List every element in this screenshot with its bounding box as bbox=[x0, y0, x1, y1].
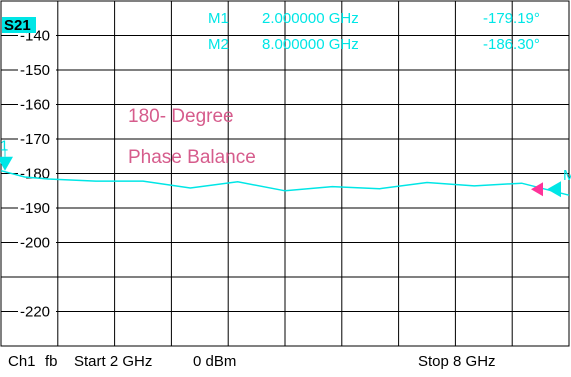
marker-m1-frequency: 2.000000 GHz bbox=[262, 10, 359, 27]
y-tick-label: -160 bbox=[20, 97, 50, 114]
marker-m2-frequency: 8.000000 GHz bbox=[262, 36, 359, 53]
marker-m2-value: -186.30° bbox=[483, 36, 540, 53]
y-tick-label-background bbox=[18, 130, 56, 147]
y-tick-label-background bbox=[18, 61, 56, 78]
marker-symbols: 1 M2 bbox=[0, 138, 571, 198]
y-tick-label-background bbox=[18, 199, 56, 216]
parameter-label: S21 bbox=[4, 17, 31, 34]
source-power: 0 dBm bbox=[193, 353, 237, 370]
y-tick-label-background bbox=[18, 233, 56, 251]
y-tick-label: -180 bbox=[20, 166, 50, 183]
parameter-badge bbox=[2, 17, 36, 33]
s21-phase-trace bbox=[0, 169, 570, 196]
status-bar: Ch1 fb Start 2 GHz 0 dBm Stop 8 GHz bbox=[8, 353, 568, 373]
marker-m1-flag: 1 bbox=[0, 138, 8, 155]
marker-m2-id: M2 bbox=[208, 36, 229, 53]
marker-m1-id: M1 bbox=[208, 10, 229, 27]
marker-m2-flag: M2 bbox=[563, 167, 571, 184]
y-tick-label: -170 bbox=[20, 131, 50, 148]
y-tick-label: -150 bbox=[20, 62, 50, 79]
y-tick-label: -190 bbox=[20, 200, 50, 217]
y-tick-label: -200 bbox=[20, 235, 50, 252]
y-tick-label-background bbox=[18, 302, 56, 320]
reference-level-symbol bbox=[531, 182, 543, 197]
grid bbox=[1, 1, 569, 346]
start-frequency: Start 2 GHz bbox=[74, 353, 153, 370]
stop-frequency: Stop 8 GHz bbox=[418, 353, 496, 370]
y-tick-label-background bbox=[18, 95, 56, 113]
annotation-line-1: 180- Degree bbox=[128, 106, 234, 127]
trace-label: fb bbox=[45, 353, 58, 370]
marker-m1-symbol bbox=[0, 156, 13, 171]
marker-m1-value: -179.19° bbox=[483, 10, 540, 27]
annotation-line-2: Phase Balance bbox=[128, 147, 256, 168]
marker-m2-symbol bbox=[547, 181, 561, 198]
channel-label: Ch1 bbox=[8, 353, 36, 370]
y-tick-label: -220 bbox=[20, 304, 50, 321]
phase-chart: -140-150-160-170-180-190-200-220 S21 M1 … bbox=[0, 0, 571, 347]
